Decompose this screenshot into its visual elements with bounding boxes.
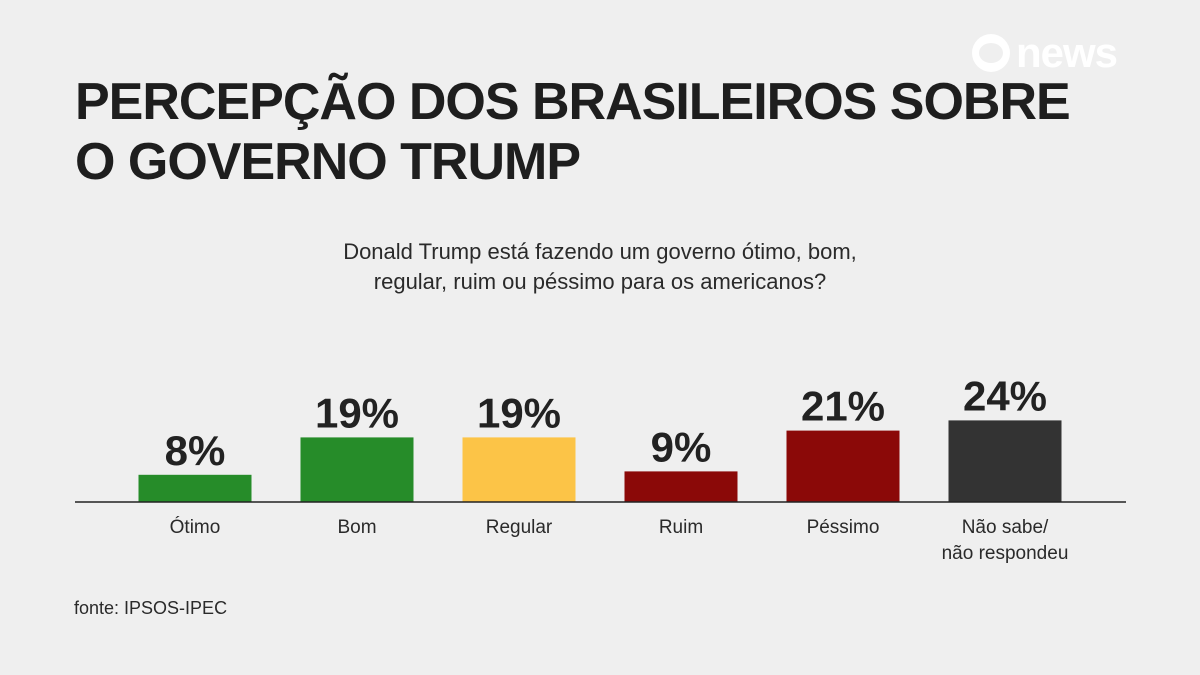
bar-5 — [786, 430, 900, 502]
data-label-6: 24% — [963, 372, 1047, 419]
category-label-1: Ótimo — [170, 516, 221, 538]
category-label-5: Péssimo — [807, 517, 880, 538]
data-label-1: 8% — [165, 427, 226, 474]
source-note: fonte: IPSOS-IPEC — [74, 598, 228, 618]
page-title: PERCEPÇÃO DOS BRASILEIROS SOBRE O GOVERN… — [75, 72, 1135, 192]
category-label-6: Não sabe/não respondeu — [942, 517, 1069, 564]
category-label-4: Ruim — [659, 517, 703, 538]
category-label-2: Bom — [337, 517, 376, 538]
survey-question: Donald Trump está fazendo um governo óti… — [300, 237, 900, 297]
bar-6 — [948, 420, 1062, 502]
question-line-1: Donald Trump está fazendo um governo óti… — [343, 239, 857, 264]
category-label-3: Regular — [486, 517, 553, 538]
data-label-5: 21% — [801, 383, 885, 430]
brand-logo: news — [972, 30, 1152, 76]
bar-4 — [624, 471, 738, 502]
question-line-2: regular, ruim ou péssimo para os america… — [373, 269, 827, 294]
globe-icon — [972, 34, 1010, 72]
logo-text: news — [1016, 29, 1118, 76]
bar-1 — [138, 474, 252, 502]
data-label-3: 19% — [477, 389, 561, 436]
data-label-4: 9% — [651, 423, 712, 470]
title-line-1: PERCEPÇÃO DOS BRASILEIROS SOBRE — [75, 73, 1071, 131]
data-label-2: 19% — [315, 389, 399, 436]
bar-2 — [300, 437, 414, 502]
bar-3 — [462, 437, 576, 502]
title-line-2: O GOVERNO TRUMP — [75, 133, 581, 191]
